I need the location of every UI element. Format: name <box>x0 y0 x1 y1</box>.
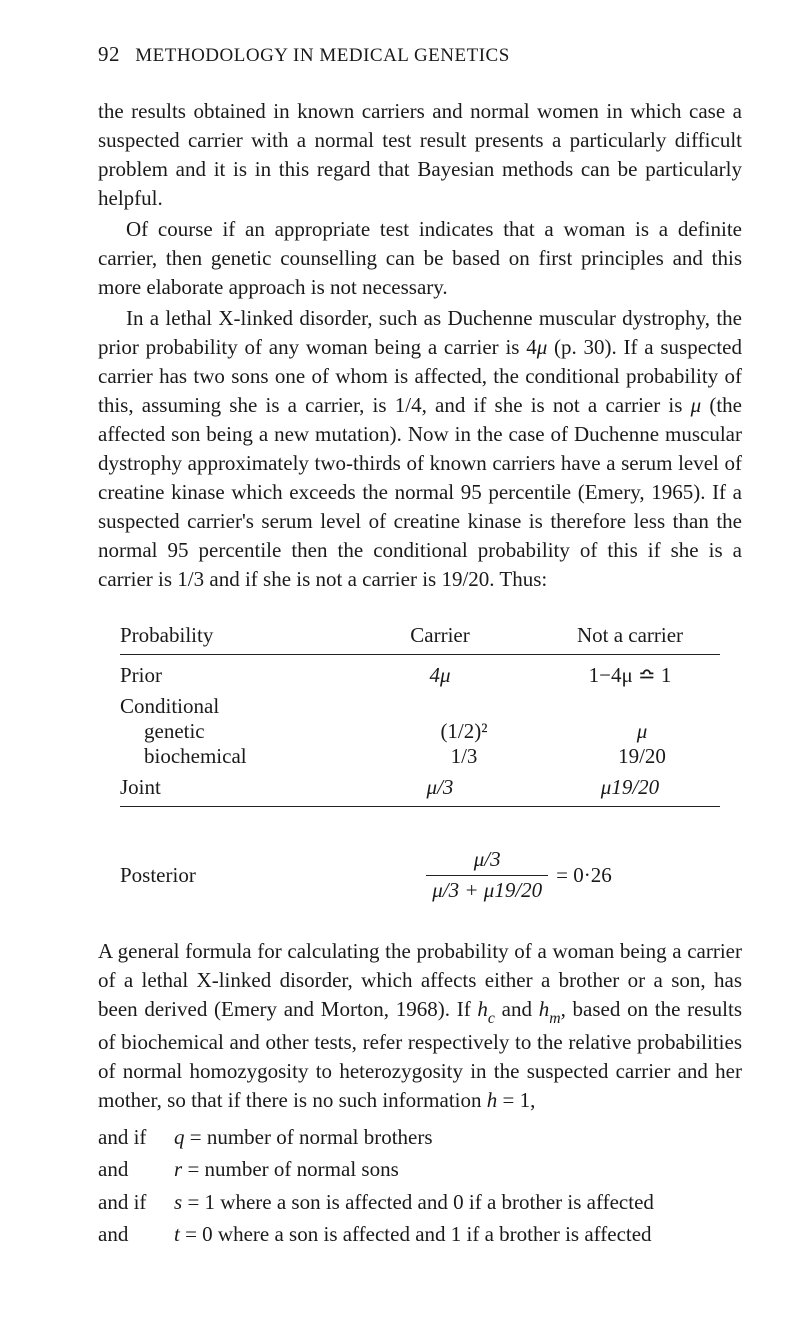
mu-symbol: μ <box>691 393 702 417</box>
posterior-math: μ/3 μ/3 + μ19/20 = 0·26 <box>310 847 720 902</box>
cell: genetic <box>120 719 364 744</box>
cell: Conditional <box>120 694 340 719</box>
fraction-bar <box>426 875 548 876</box>
row-genetic: genetic (1/2)² μ <box>120 719 720 744</box>
row-biochemical: biochemical 1/3 19/20 <box>120 744 720 769</box>
hm-subscript: m <box>549 1010 560 1027</box>
def-row-q: and if q = number of normal brothers <box>98 1121 742 1154</box>
cell: biochemical <box>120 744 364 769</box>
definitions-list: and if q = number of normal brothers and… <box>98 1121 742 1251</box>
def-row-s: and if s = 1 where a son is affected and… <box>98 1186 742 1219</box>
cell: μ19/20 <box>540 775 720 800</box>
fraction: μ/3 μ/3 + μ19/20 <box>426 847 548 902</box>
def-text: = 1 where a son is affected and 0 if a b… <box>182 1190 654 1214</box>
col-not-carrier: Not a carrier <box>540 623 720 648</box>
paragraph-4d: = 1, <box>497 1088 535 1112</box>
posterior-equals: = 0·26 <box>556 863 612 888</box>
def-text: = number of normal brothers <box>185 1125 433 1149</box>
def-lead: and if <box>98 1121 174 1154</box>
var-s: s <box>174 1190 182 1214</box>
paragraph-4: A general formula for calculating the pr… <box>98 937 742 1115</box>
paragraph-3: In a lethal X-linked disorder, such as D… <box>98 304 742 594</box>
cell: μ <box>564 719 720 744</box>
table-rule-top <box>120 654 720 655</box>
cell: 1−4μ ≏ 1 <box>540 663 720 688</box>
def-lead: and <box>98 1153 174 1186</box>
hc-subscript: c <box>488 1010 495 1027</box>
def-lead: and if <box>98 1186 174 1219</box>
page-number: 92 <box>98 42 120 66</box>
col-carrier: Carrier <box>340 623 540 648</box>
def-text: = number of normal sons <box>182 1157 399 1181</box>
var-r: r <box>174 1157 182 1181</box>
row-conditional-label: Conditional <box>120 694 720 719</box>
cell: 4μ <box>340 663 540 688</box>
cell: 19/20 <box>564 744 720 769</box>
paragraph-2: Of course if an appropriate test indicat… <box>98 215 742 302</box>
hm-symbol: h <box>539 997 550 1021</box>
col-probability: Probability <box>120 623 340 648</box>
def-text: = 0 where a son is affected and 1 if a b… <box>180 1222 652 1246</box>
paragraph-4b: and <box>495 997 539 1021</box>
cell: μ/3 <box>340 775 540 800</box>
mu-symbol: μ <box>537 335 548 359</box>
table-rule-bottom <box>120 806 720 807</box>
cell: Joint <box>120 775 340 800</box>
def-body: t = 0 where a son is affected and 1 if a… <box>174 1218 742 1251</box>
def-body: s = 1 where a son is affected and 0 if a… <box>174 1186 742 1219</box>
cell: 1/3 <box>364 744 564 769</box>
hc-symbol: h <box>477 997 488 1021</box>
def-lead: and <box>98 1218 174 1251</box>
probability-table: Probability Carrier Not a carrier Prior … <box>120 623 720 807</box>
def-body: q = number of normal brothers <box>174 1121 742 1154</box>
running-head-title: METHODOLOGY IN MEDICAL GENETICS <box>135 45 510 66</box>
var-q: q <box>174 1125 185 1149</box>
row-joint: Joint μ/3 μ19/20 <box>120 775 720 800</box>
def-row-r: and r = number of normal sons <box>98 1153 742 1186</box>
def-body: r = number of normal sons <box>174 1153 742 1186</box>
posterior-equation: Posterior μ/3 μ/3 + μ19/20 = 0·26 <box>120 847 720 902</box>
posterior-label: Posterior <box>120 863 310 888</box>
row-prior: Prior 4μ 1−4μ ≏ 1 <box>120 663 720 688</box>
paragraph-3c: (the affected son being a new mutation).… <box>98 393 742 591</box>
book-page: 92 METHODOLOGY IN MEDICAL GENETICS the r… <box>0 0 800 1323</box>
h-symbol: h <box>487 1088 498 1112</box>
running-head: 92 METHODOLOGY IN MEDICAL GENETICS <box>98 42 742 67</box>
cell: Prior <box>120 663 340 688</box>
fraction-denominator: μ/3 + μ19/20 <box>426 878 548 903</box>
table-header-row: Probability Carrier Not a carrier <box>120 623 720 648</box>
fraction-numerator: μ/3 <box>468 847 507 872</box>
paragraph-1: the results obtained in known carriers a… <box>98 97 742 213</box>
cell: (1/2)² <box>364 719 564 744</box>
def-row-t: and t = 0 where a son is affected and 1 … <box>98 1218 742 1251</box>
